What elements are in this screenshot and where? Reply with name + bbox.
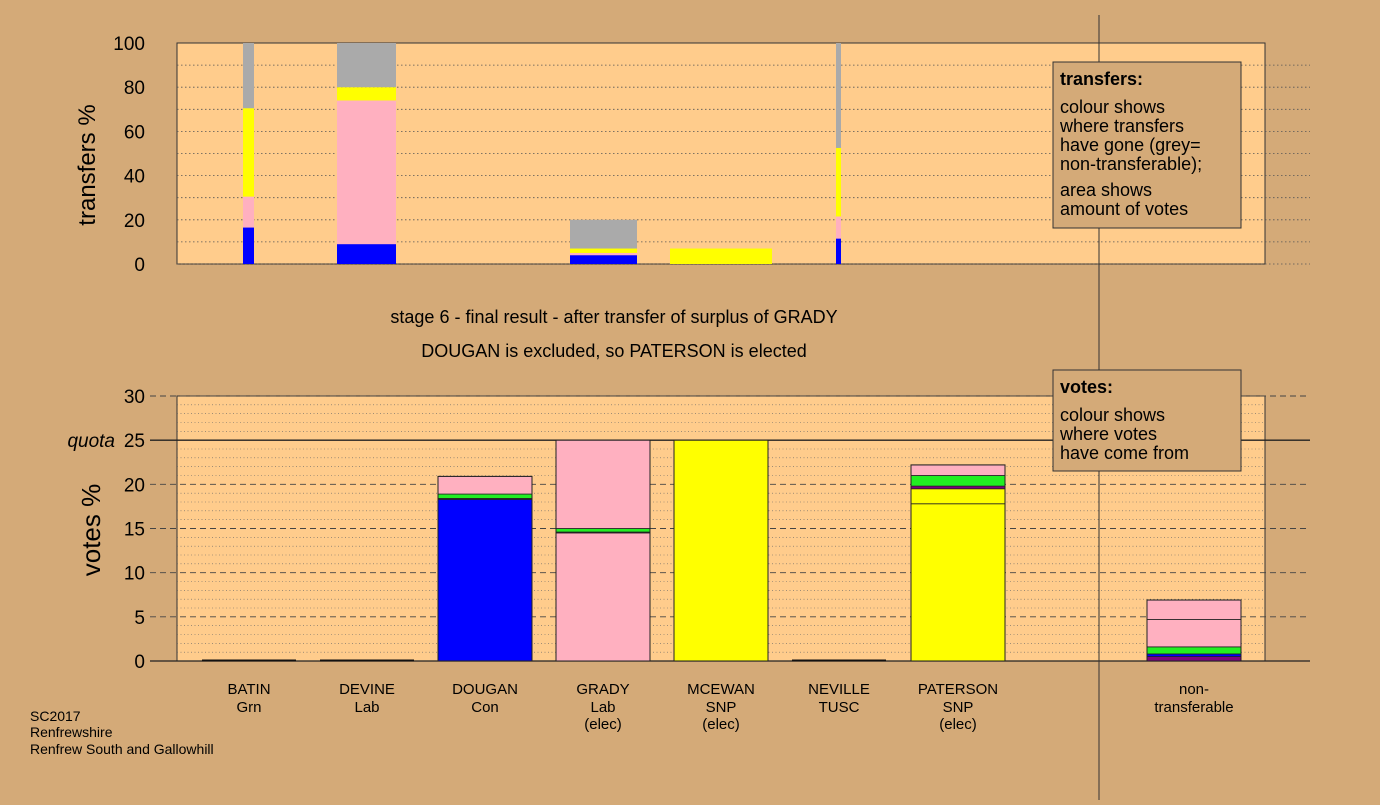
votes-y-tick-label: 15	[124, 520, 145, 541]
transfers-y-tick-label: 20	[124, 211, 145, 232]
transfers-legend-line: have gone (grey=	[1060, 135, 1201, 155]
footer-line: Renfrew South and Gallowhill	[30, 741, 214, 757]
candidate-name-label: PATERSON	[918, 681, 998, 698]
vote-bar-outline	[437, 475, 533, 662]
transfer-bar-segment	[836, 147, 841, 217]
transfers-legend-line: area shows	[1060, 180, 1152, 200]
votes-legend-line: have come from	[1060, 443, 1189, 463]
vote-bar-segment	[1146, 619, 1242, 648]
vote-bar-segment	[1146, 599, 1242, 620]
transfer-bar-segment	[836, 238, 841, 264]
footer-line: SC2017	[30, 708, 81, 724]
vote-bar-segment	[555, 528, 651, 533]
candidate-party-label: transferable	[1154, 699, 1233, 716]
transfer-bar-segment	[337, 43, 396, 88]
transfer-bar-segment	[570, 255, 637, 264]
transfer-bar-segment	[243, 43, 254, 109]
transfers-legend-title: transfers:	[1060, 69, 1143, 89]
vote-bar-segment	[673, 439, 769, 662]
votes-legend-line: colour shows	[1060, 405, 1165, 425]
transfers-legend-line: colour shows	[1060, 97, 1165, 117]
stage-caption-line1: stage 6 - final result - after transfer …	[390, 307, 837, 327]
transfer-bar-segment	[243, 227, 254, 264]
vote-bar-segment	[555, 532, 651, 662]
transfers-legend-line: amount of votes	[1060, 199, 1188, 219]
stage-caption-line2: DOUGAN is excluded, so PATERSON is elect…	[421, 341, 806, 361]
candidate-name-label: DOUGAN	[452, 681, 518, 698]
vote-bar-segment	[910, 488, 1006, 505]
transfers-y-tick-label: 100	[113, 34, 145, 55]
transfer-bar-segment	[836, 216, 841, 239]
vote-bar-segment	[910, 475, 1006, 487]
candidate-name-label: non-	[1179, 681, 1209, 698]
transfers-legend-line: non-transferable);	[1060, 154, 1202, 174]
vote-bar-segment	[910, 464, 1006, 476]
candidate-party-label: TUSC	[819, 699, 860, 716]
candidate-labels: BATINGrnDEVINELabDOUGANConGRADYLab(elec)…	[227, 681, 1233, 733]
transfer-bar-segment	[243, 196, 254, 228]
vote-bar-segment	[437, 498, 533, 662]
vote-bar-segment	[1146, 656, 1242, 662]
candidate-name-label: BATIN	[227, 681, 270, 698]
transfers-y-tick-label: 80	[124, 78, 145, 99]
transfers-y-tick-label: 40	[124, 167, 145, 188]
transfers-legend: transfers: colour shows where transfers …	[1052, 61, 1242, 229]
transfers-legend-box	[1052, 61, 1242, 229]
votes-bars	[202, 439, 1242, 662]
votes-y-tick-label: 10	[124, 564, 145, 585]
votes-y-axis: 0 5 10 15 20 25 30 quota	[67, 387, 145, 673]
transfer-bar-segment	[337, 244, 396, 264]
candidate-party-label: Grn	[236, 699, 261, 716]
votes-legend-box	[1052, 369, 1242, 472]
transfer-bar-segment	[836, 43, 841, 148]
votes-y-tick-label: 5	[134, 608, 145, 629]
votes-legend-line: where votes	[1059, 424, 1157, 444]
candidate-party-label: SNP	[706, 699, 737, 716]
candidate-party-label: Lab	[590, 699, 615, 716]
transfers-y-tick-label: 60	[124, 122, 145, 143]
transfers-y-axis: 0 20 40 60 80 100	[113, 34, 145, 276]
transfer-bar-segment	[570, 219, 637, 249]
quota-label: quota	[67, 431, 115, 452]
candidate-name-label: GRADY	[576, 681, 629, 698]
votes-y-tick-label: 30	[124, 387, 145, 408]
candidate-party-label: Lab	[354, 699, 379, 716]
candidate-status-label: (elec)	[939, 716, 977, 733]
transfers-y-axis-label: transfers %	[74, 104, 101, 225]
transfer-bar-segment	[337, 100, 396, 245]
votes-y-tick-label: 25	[124, 431, 145, 452]
transfers-legend-line: where transfers	[1059, 116, 1184, 136]
vote-bar-outline	[1146, 599, 1242, 662]
vote-bar-segment	[555, 439, 651, 529]
candidate-name-label: NEVILLE	[808, 681, 870, 698]
votes-y-axis-label: votes %	[76, 484, 106, 577]
candidate-status-label: (elec)	[702, 716, 740, 733]
candidate-name-label: DEVINE	[339, 681, 395, 698]
vote-bar-segment	[910, 503, 1006, 662]
votes-legend: votes: colour shows where votes have com…	[1052, 369, 1242, 472]
candidate-status-label: (elec)	[584, 716, 622, 733]
candidate-party-label: Con	[471, 699, 499, 716]
transfer-bar-segment	[570, 248, 637, 253]
transfer-bar-segment	[670, 248, 772, 264]
candidate-name-label: MCEWAN	[687, 681, 755, 698]
vote-bar-segment	[437, 493, 533, 499]
transfers-bars	[243, 43, 841, 264]
vote-bar-outline	[910, 464, 1006, 662]
vote-bar-outline	[673, 439, 769, 662]
footer-line: Renfrewshire	[30, 724, 113, 740]
candidate-party-label: SNP	[943, 699, 974, 716]
votes-y-tick-label: 0	[134, 652, 145, 673]
transfer-bar-segment	[570, 252, 637, 256]
vote-bar-outline	[555, 439, 651, 662]
vote-bar-segment	[1146, 646, 1242, 655]
vote-bar-segment	[437, 475, 533, 495]
votes-legend-title: votes:	[1060, 377, 1113, 397]
votes-y-tick-label: 20	[124, 475, 145, 496]
transfers-y-tick-label: 0	[134, 255, 145, 276]
transfer-bar-segment	[337, 87, 396, 101]
transfer-bar-segment	[243, 108, 254, 197]
